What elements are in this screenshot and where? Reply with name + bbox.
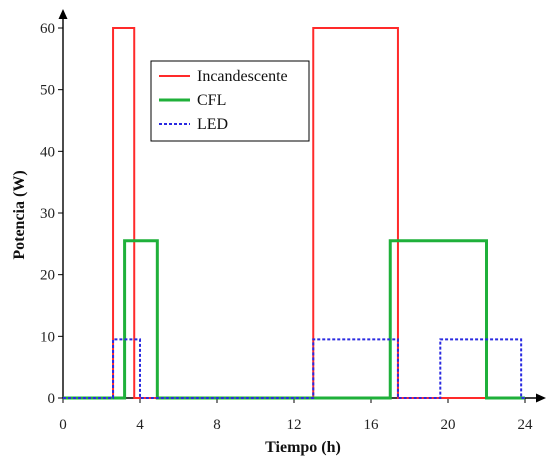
y-tick-label: 50: [40, 83, 55, 99]
y-tick-label: 60: [40, 21, 55, 37]
y-tick-label: 20: [40, 268, 55, 284]
series-line-led: [63, 338, 525, 399]
legend-items: Incandescente CFL LED: [159, 68, 288, 133]
x-tick-label: 12: [287, 417, 302, 433]
x-tick-label: 20: [441, 417, 456, 433]
legend-label-cfl: CFL: [197, 92, 226, 109]
y-axis-label: Potencia (W): [11, 170, 28, 259]
x-ticks: 0 4 8 12 16 20 24: [59, 398, 533, 433]
x-axis-arrow: [536, 393, 546, 403]
x-tick-label: 24: [518, 417, 534, 433]
x-tick-label: 4: [136, 417, 144, 433]
y-axis-arrow: [58, 9, 68, 19]
y-ticks: 0 10 20 30 40 50 60: [40, 21, 63, 407]
y-tick-label: 30: [40, 206, 55, 222]
x-tick-label: 0: [59, 417, 67, 433]
y-tick-label: 10: [40, 329, 55, 345]
x-tick-label: 8: [213, 417, 221, 433]
legend-label-incandescente: Incandescente: [197, 68, 288, 85]
x-axis-label: Tiempo (h): [265, 439, 341, 456]
legend-label-led: LED: [197, 116, 228, 133]
y-tick-label: 40: [40, 144, 55, 160]
legend: Incandescente CFL LED: [150, 60, 310, 142]
series-group: [63, 27, 525, 400]
x-tick-label: 16: [364, 417, 380, 433]
series-line-cfl: [63, 239, 525, 400]
y-tick-label: 0: [48, 391, 56, 407]
